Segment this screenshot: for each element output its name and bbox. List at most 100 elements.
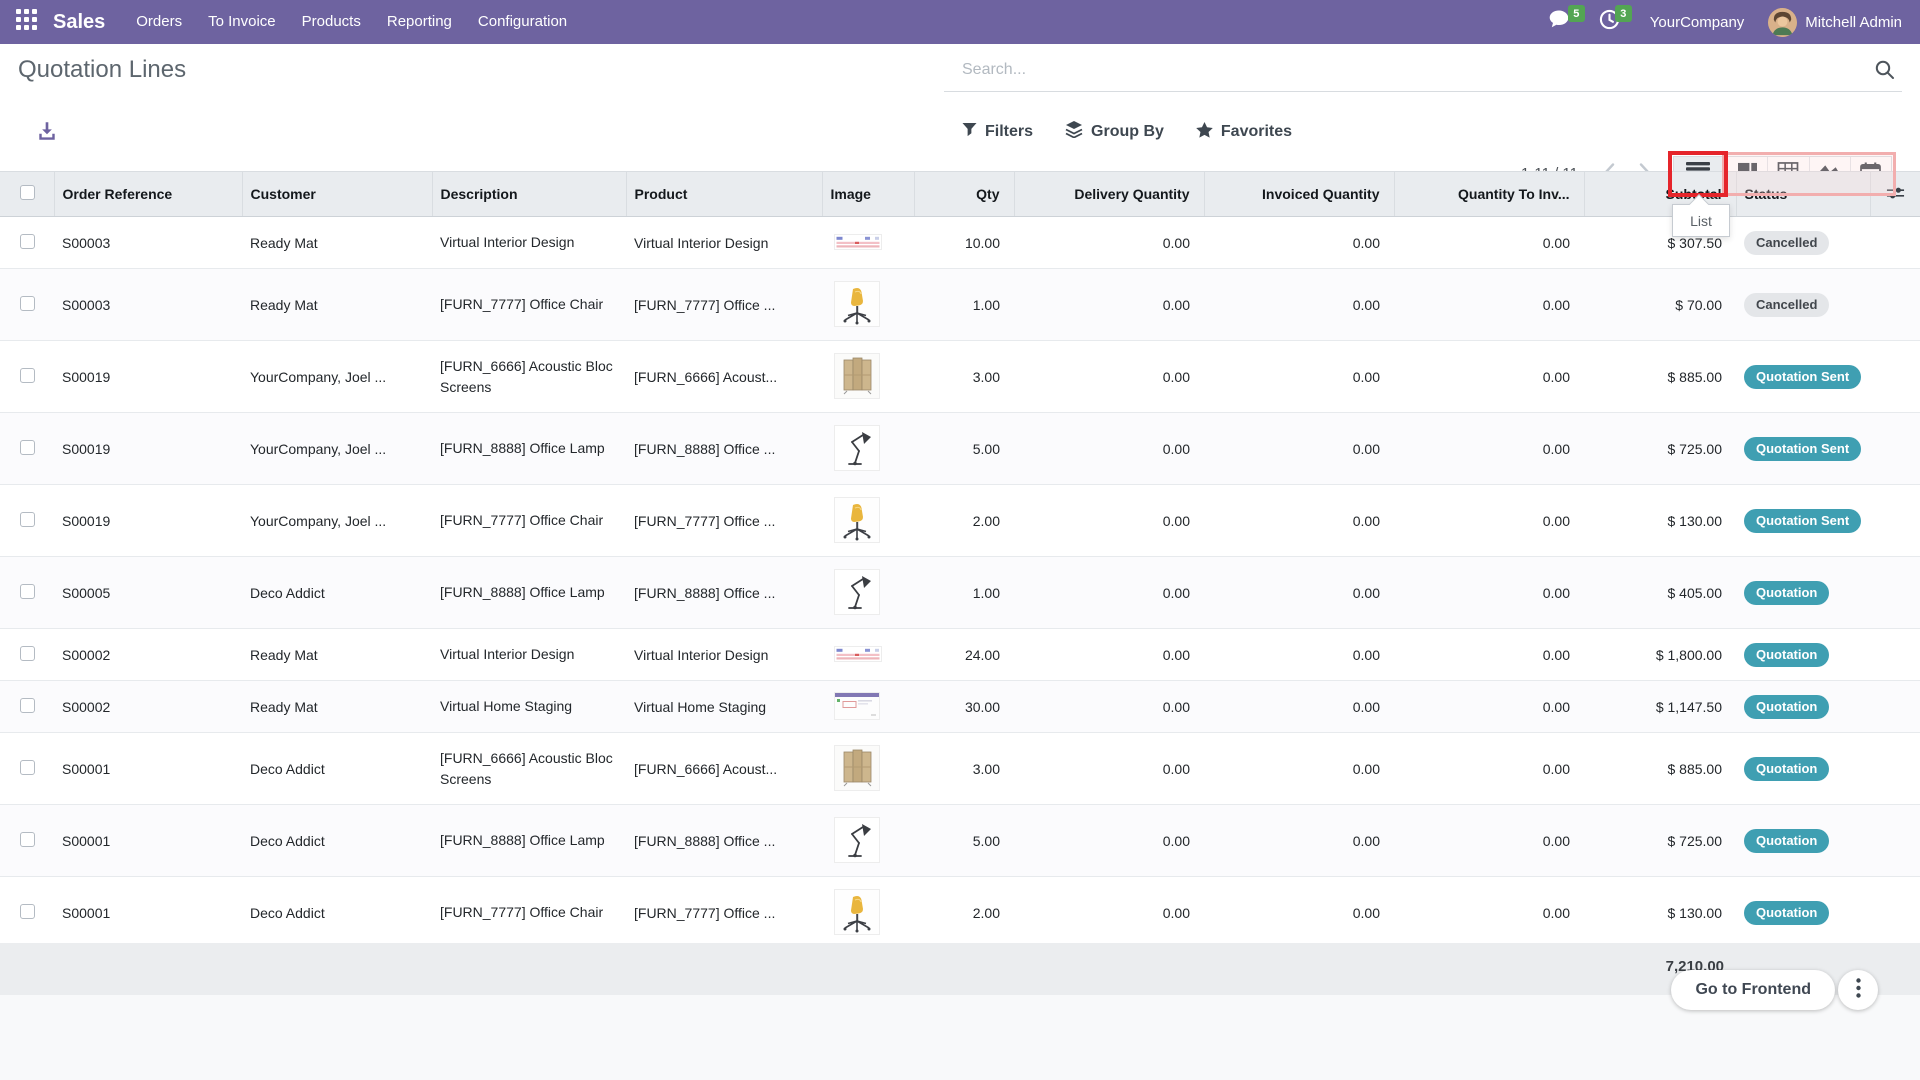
- office-lamp-thumb: [834, 569, 880, 615]
- export-button[interactable]: [30, 116, 64, 150]
- qty-cell: 1.00: [914, 557, 1014, 629]
- current-app-name[interactable]: Sales: [51, 11, 123, 34]
- user-menu[interactable]: Mitchell Admin: [1764, 8, 1906, 37]
- order-reference-cell: S00003: [54, 217, 242, 269]
- order-reference-cell: S00001: [54, 805, 242, 877]
- quantity-to-invoice-cell: 0.00: [1394, 681, 1584, 733]
- column-header-order-reference[interactable]: Order Reference: [54, 172, 242, 217]
- select-all-header[interactable]: [0, 172, 54, 217]
- row-options-cell: [1870, 413, 1920, 485]
- row-checkbox[interactable]: [20, 296, 35, 311]
- column-header-quantity-to-invoice[interactable]: Quantity To Inv...: [1394, 172, 1584, 217]
- select-all-checkbox[interactable]: [20, 185, 35, 200]
- table-row[interactable]: S00003Ready MatVirtual Interior DesignVi…: [0, 217, 1920, 269]
- column-options-icon[interactable]: [1886, 188, 1905, 204]
- delivery-quantity-cell: 0.00: [1014, 681, 1204, 733]
- filter-funnel-icon: [962, 122, 977, 142]
- search-input[interactable]: Search...: [944, 48, 1902, 92]
- qty-cell: 30.00: [914, 681, 1014, 733]
- table-row[interactable]: S00001Deco Addict[FURN_7777] Office Chai…: [0, 877, 1920, 949]
- status-badge: Quotation: [1744, 757, 1829, 781]
- table-footer: 7,210.00: [0, 943, 1920, 995]
- filters-button[interactable]: Filters: [962, 122, 1033, 142]
- main-content: Quotation Lines Search... Filters Group …: [0, 44, 1920, 943]
- go-to-frontend-button[interactable]: Go to Frontend: [1671, 970, 1835, 1010]
- invoiced-quantity-cell: 0.00: [1204, 681, 1394, 733]
- table-row[interactable]: S00019YourCompany, Joel ...[FURN_6666] A…: [0, 341, 1920, 413]
- description-cell: [FURN_7777] Office Chair: [432, 485, 626, 557]
- image-cell: [822, 485, 914, 557]
- status-badge: Quotation Sent: [1744, 437, 1861, 461]
- row-options-cell: [1870, 629, 1920, 681]
- office-lamp-thumb: [834, 425, 880, 471]
- table-row[interactable]: S00001Deco Addict[FURN_8888] Office Lamp…: [0, 805, 1920, 877]
- row-checkbox[interactable]: [20, 584, 35, 599]
- row-options-cell: [1870, 269, 1920, 341]
- row-checkbox[interactable]: [20, 832, 35, 847]
- description-cell: [FURN_7777] Office Chair: [432, 269, 626, 341]
- delivery-quantity-cell: 0.00: [1014, 805, 1204, 877]
- column-header-qty[interactable]: Qty: [914, 172, 1014, 217]
- row-options-cell: [1870, 681, 1920, 733]
- qty-cell: 2.00: [914, 877, 1014, 949]
- table-row[interactable]: S00019YourCompany, Joel ...[FURN_7777] O…: [0, 485, 1920, 557]
- frontend-more-button[interactable]: [1838, 970, 1878, 1010]
- favorites-button[interactable]: Favorites: [1196, 122, 1292, 143]
- status-badge: Cancelled: [1744, 293, 1829, 317]
- invoiced-quantity-cell: 0.00: [1204, 217, 1394, 269]
- column-options-header[interactable]: [1870, 172, 1920, 217]
- column-header-invoiced-quantity[interactable]: Invoiced Quantity: [1204, 172, 1394, 217]
- company-switcher[interactable]: YourCompany: [1636, 14, 1759, 31]
- row-checkbox[interactable]: [20, 760, 35, 775]
- activities-count-badge: 3: [1615, 5, 1632, 22]
- column-header-status[interactable]: Status: [1736, 172, 1870, 217]
- status-badge: Quotation: [1744, 829, 1829, 853]
- table-row[interactable]: S00005Deco Addict[FURN_8888] Office Lamp…: [0, 557, 1920, 629]
- image-cell: [822, 805, 914, 877]
- nav-item-products[interactable]: Products: [289, 0, 374, 44]
- office-chair-thumb: [834, 281, 880, 327]
- activities-button[interactable]: 3: [1589, 0, 1630, 44]
- messages-button[interactable]: 5: [1539, 0, 1583, 44]
- image-cell: [822, 629, 914, 681]
- row-checkbox[interactable]: [20, 904, 35, 919]
- kebab-menu-icon: [1856, 978, 1861, 1003]
- search-icon[interactable]: [1874, 59, 1902, 81]
- delivery-quantity-cell: 0.00: [1014, 877, 1204, 949]
- row-checkbox[interactable]: [20, 646, 35, 661]
- nav-item-reporting[interactable]: Reporting: [374, 0, 465, 44]
- description-cell: Virtual Home Staging: [432, 681, 626, 733]
- interior-design-thumb: [834, 646, 882, 662]
- apps-menu-button[interactable]: [0, 9, 51, 35]
- nav-item-configuration[interactable]: Configuration: [465, 0, 580, 44]
- row-checkbox[interactable]: [20, 698, 35, 713]
- description-cell: [FURN_8888] Office Lamp: [432, 557, 626, 629]
- table-row[interactable]: S00001Deco Addict[FURN_6666] Acoustic Bl…: [0, 733, 1920, 805]
- nav-item-orders[interactable]: Orders: [123, 0, 195, 44]
- status-badge: Quotation: [1744, 901, 1829, 925]
- invoiced-quantity-cell: 0.00: [1204, 629, 1394, 681]
- column-header-customer[interactable]: Customer: [242, 172, 432, 217]
- column-header-delivery-quantity[interactable]: Delivery Quantity: [1014, 172, 1204, 217]
- table-row[interactable]: S00002Ready MatVirtual Home StagingVirtu…: [0, 681, 1920, 733]
- nav-item-to-invoice[interactable]: To Invoice: [195, 0, 289, 44]
- quantity-to-invoice-cell: 0.00: [1394, 557, 1584, 629]
- row-options-cell: [1870, 217, 1920, 269]
- table-row[interactable]: S00003Ready Mat[FURN_7777] Office Chair[…: [0, 269, 1920, 341]
- column-header-product[interactable]: Product: [626, 172, 822, 217]
- row-checkbox[interactable]: [20, 440, 35, 455]
- table-row[interactable]: S00019YourCompany, Joel ...[FURN_8888] O…: [0, 413, 1920, 485]
- row-select-cell: [0, 733, 54, 805]
- qty-cell: 2.00: [914, 485, 1014, 557]
- delivery-quantity-cell: 0.00: [1014, 733, 1204, 805]
- row-checkbox[interactable]: [20, 368, 35, 383]
- row-options-cell: [1870, 341, 1920, 413]
- qty-cell: 1.00: [914, 269, 1014, 341]
- table-row[interactable]: S00002Ready MatVirtual Interior DesignVi…: [0, 629, 1920, 681]
- row-checkbox[interactable]: [20, 234, 35, 249]
- column-header-image[interactable]: Image: [822, 172, 914, 217]
- column-header-description[interactable]: Description: [432, 172, 626, 217]
- row-select-cell: [0, 413, 54, 485]
- row-checkbox[interactable]: [20, 512, 35, 527]
- group-by-button[interactable]: Group By: [1065, 121, 1164, 143]
